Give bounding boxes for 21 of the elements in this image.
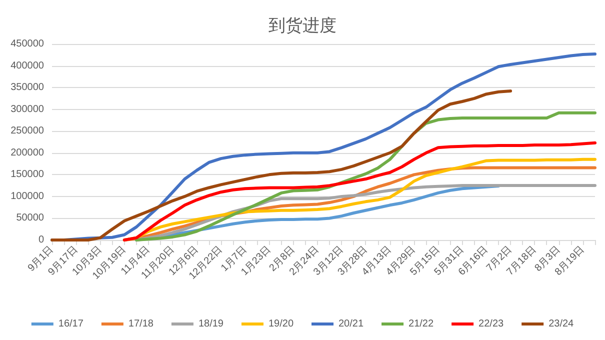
y-tick-label: 0: [38, 234, 44, 246]
line-series: [50, 90, 512, 242]
legend-label: 16/17: [58, 318, 84, 330]
legend-label: 21/22: [408, 318, 434, 330]
line-series: [122, 141, 596, 242]
y-tick-label: 200000: [10, 147, 44, 158]
legend-label: 17/18: [128, 318, 154, 330]
legend-label: 19/20: [268, 318, 294, 330]
y-tick-label: 400000: [10, 60, 44, 72]
y-tick-label: 250000: [10, 126, 44, 137]
y-tick-label: 100000: [10, 190, 44, 202]
legend-label: 22/23: [478, 318, 504, 330]
legend-label: 23/24: [548, 318, 574, 330]
y-tick-label: 350000: [10, 82, 44, 94]
legend-label: 20/21: [338, 318, 364, 330]
legend-label: 18/19: [198, 318, 224, 330]
y-tick-label: 450000: [10, 38, 44, 50]
y-tick-label: 150000: [10, 169, 44, 180]
chart-title: 到货进度: [268, 16, 336, 35]
y-tick-label: 50000: [16, 212, 44, 224]
y-tick-label: 300000: [10, 104, 44, 115]
